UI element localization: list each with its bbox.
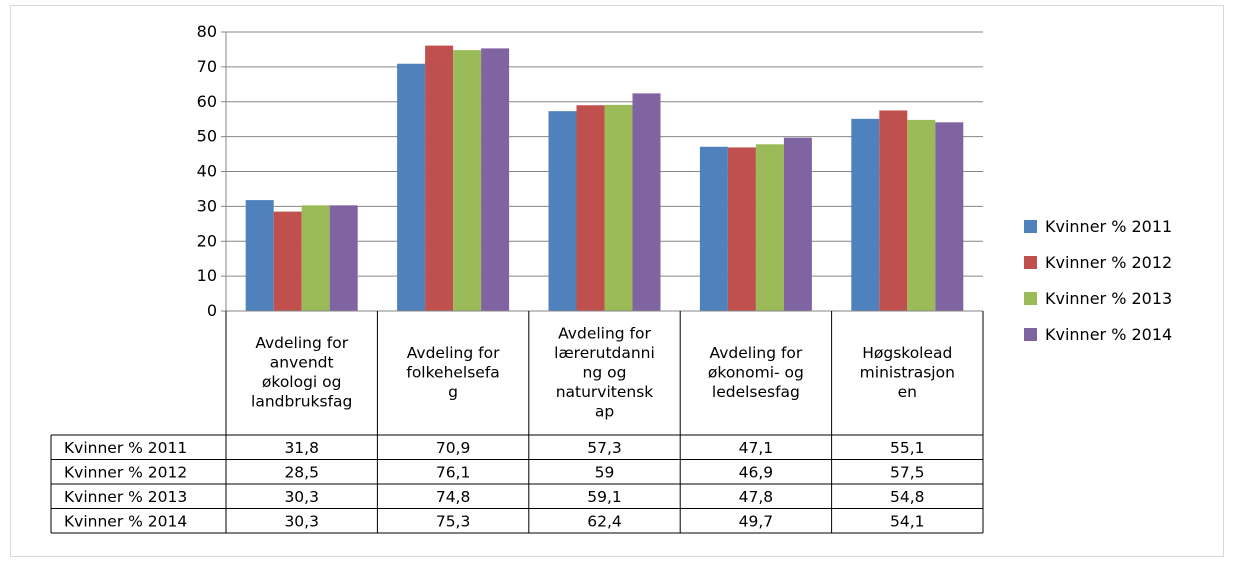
table-cell-value: 70,9	[436, 439, 471, 457]
table-cell-value: 31,8	[284, 439, 319, 457]
y-tick-label: 70	[197, 57, 217, 76]
bar	[245, 200, 274, 311]
bar	[576, 105, 605, 311]
bar	[301, 205, 330, 311]
table-cell-value: 76,1	[436, 463, 471, 481]
legend-swatch	[1024, 220, 1037, 233]
chart-frame: 0 10 20 30 40 50 60 70 80 Avdeling for anvendt økol…	[10, 5, 1224, 557]
legend-swatch	[1024, 328, 1037, 341]
bar	[879, 110, 908, 311]
legend-label: Kvinner % 2011	[1045, 217, 1172, 236]
y-tick-label: 10	[197, 266, 217, 285]
table-cell-value: 54,1	[890, 512, 925, 530]
table-row-label: Kvinner % 2011	[64, 439, 187, 457]
legend-label: Kvinner % 2012	[1045, 253, 1172, 272]
table-cell-value: 74,8	[436, 488, 471, 506]
y-tick-label: 80	[197, 22, 217, 41]
bar	[632, 93, 661, 311]
table-cell-value: 62,4	[587, 512, 622, 530]
table-row-label: Kvinner % 2013	[64, 488, 187, 506]
category-label: en	[898, 383, 917, 401]
category-label: ledelsesfag	[712, 383, 800, 401]
legend-swatch	[1024, 292, 1037, 305]
table-row-label: Kvinner % 2014	[64, 512, 187, 530]
category-label: landbruksfag	[251, 393, 352, 411]
category-label: folkehelsefa	[406, 363, 499, 381]
table-cell-value: 54,8	[890, 488, 925, 506]
bar	[453, 50, 482, 311]
bar	[548, 111, 577, 311]
table-cell-value: 46,9	[739, 463, 774, 481]
y-tick-label: 20	[197, 231, 217, 250]
bar	[755, 144, 784, 311]
category-label: Avdeling for	[710, 344, 803, 362]
category-label: økologi og	[262, 373, 342, 391]
table-cell-value: 47,1	[739, 439, 774, 457]
category-label: økonomi- og	[708, 363, 804, 381]
bar	[397, 63, 426, 311]
table-cell-value: 57,5	[890, 463, 925, 481]
table-cell-value: 55,1	[890, 439, 925, 457]
category-label: ap	[595, 402, 614, 420]
bar	[935, 122, 964, 311]
table-cell-value: 57,3	[587, 439, 622, 457]
category-label: Avdeling for	[407, 344, 500, 362]
category-label: ng og	[583, 363, 627, 381]
legend-label: Kvinner % 2014	[1045, 325, 1172, 344]
table-cell-value: 75,3	[436, 512, 471, 530]
table-cell-value: 49,7	[739, 512, 774, 530]
legend-swatch	[1024, 256, 1037, 269]
category-label: Høgskolead	[862, 344, 952, 362]
category-label: anvendt	[270, 354, 334, 372]
table-cell-value: 30,3	[284, 512, 319, 530]
category-label: lærerutdanni	[554, 344, 655, 362]
table-cell-value: 59	[595, 463, 615, 481]
bar	[604, 104, 633, 311]
category-label: Avdeling for	[558, 324, 651, 342]
table-cell-value: 28,5	[284, 463, 319, 481]
y-tick-label: 50	[197, 127, 217, 146]
legend-label: Kvinner % 2013	[1045, 289, 1172, 308]
table-cell-value: 30,3	[284, 488, 319, 506]
bar	[273, 211, 302, 311]
bar	[425, 45, 454, 311]
bar	[907, 119, 936, 311]
category-label: naturvitensk	[556, 383, 654, 401]
table-cell-value: 47,8	[739, 488, 774, 506]
bar	[329, 205, 358, 311]
bar	[783, 137, 812, 311]
y-tick-label: 0	[207, 301, 217, 320]
table-cell-value: 59,1	[587, 488, 622, 506]
category-label: g	[448, 383, 458, 401]
category-label: ministrasjon	[860, 363, 955, 381]
bar	[699, 146, 728, 311]
y-tick-label: 40	[197, 162, 217, 181]
category-label: Avdeling for	[255, 334, 348, 352]
bar	[481, 48, 510, 312]
y-tick-label: 60	[197, 92, 217, 111]
table-row-label: Kvinner % 2012	[64, 463, 187, 481]
bar	[851, 118, 880, 312]
bar	[727, 147, 756, 311]
y-tick-label: 30	[197, 196, 217, 215]
bar-chart-with-data-table: 0 10 20 30 40 50 60 70 80 Avdeling for anvendtøkol…	[50, 22, 1172, 534]
